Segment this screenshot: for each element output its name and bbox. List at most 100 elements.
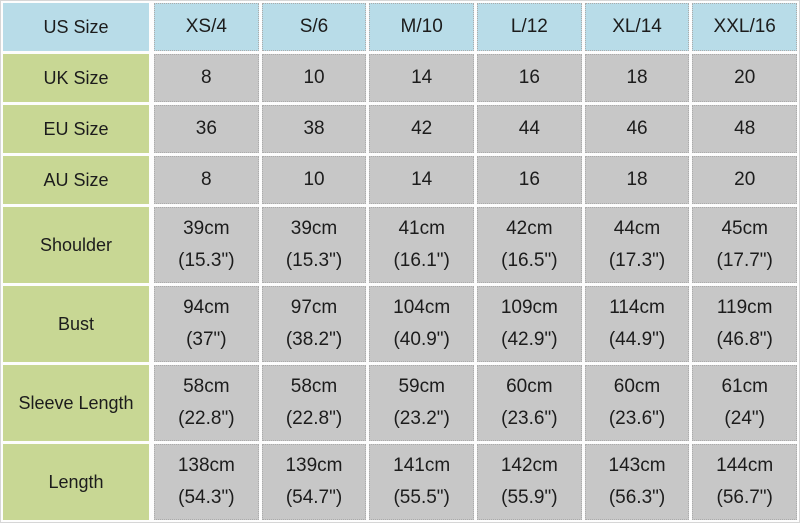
size-cell: 16 [477,54,582,102]
measurement-cell: 143cm (56.3") [584,444,690,520]
measurement-cell: 60cm (23.6") [477,365,582,441]
row-shoulder: Shoulder 39cm (15.3") 39cm (15.3") 41cm … [3,207,798,283]
measurement-cell: 42cm (16.5") [477,207,582,283]
measurement-cell: 58cm (22.8") [261,365,367,441]
measurement-cell: 119cm (46.8") [692,286,798,362]
cm-value: 97cm [290,297,338,319]
measurement-cell: 97cm (38.2") [261,286,367,362]
size-cell: 38 [261,105,367,153]
row-label-sleeve-length: Sleeve Length [3,365,149,441]
cm-value: 58cm [290,376,338,398]
inch-value: (15.3") [178,250,235,272]
size-cell: 20 [692,156,798,204]
size-cell: 48 [692,105,798,153]
row-bust: Bust 94cm (37") 97cm (38.2") 104cm (40.9… [3,286,798,362]
col-header-s-6: S/6 [261,3,367,51]
inch-value: (54.3") [178,487,235,509]
inch-value: (23.6") [501,408,558,430]
cm-value: 59cm [398,376,445,398]
inch-value: (24") [724,408,765,430]
inch-value: (37") [186,329,227,351]
row-length: Length 138cm (54.3") 139cm (54.7") 141cm… [3,444,798,520]
inch-value: (44.9") [608,329,666,351]
size-cell: 18 [584,54,690,102]
measurement-cell: 104cm (40.9") [369,286,475,362]
cm-value: 39cm [183,218,230,240]
col-header-l-12: L/12 [477,3,582,51]
cm-value: 109cm [500,297,558,319]
col-header-xs-4: XS/4 [154,3,259,51]
size-cell: 20 [692,54,798,102]
measurement-cell: 58cm (22.8") [154,365,259,441]
col-header-xxl-16: XXL/16 [692,3,798,51]
cm-value: 119cm [716,297,773,319]
col-header-xl-14: XL/14 [584,3,690,51]
measurement-cell: 139cm (54.7") [261,444,367,520]
inch-value: (56.7") [716,487,773,509]
inch-value: (38.2") [285,329,343,351]
cm-value: 143cm [608,455,666,477]
cm-value: 58cm [183,376,230,398]
header-row: US Size XS/4 S/6 M/10 L/12 XL/14 XXL/16 [3,3,798,51]
row-eu-size: EU Size 36 38 42 44 46 48 [3,105,798,153]
size-cell: 36 [154,105,259,153]
row-au-size: AU Size 8 10 14 16 18 20 [3,156,798,204]
measurement-cell: 59cm (23.2") [369,365,475,441]
cm-value: 41cm [398,218,445,240]
size-cell: 42 [369,105,475,153]
row-label-shoulder: Shoulder [3,207,149,283]
row-label-length: Length [3,444,149,520]
cm-value: 144cm [716,455,774,477]
row-label-eu-size: EU Size [3,105,149,153]
row-sleeve-length: Sleeve Length 58cm (22.8") 58cm (22.8") … [3,365,798,441]
measurement-cell: 141cm (55.5") [369,444,475,520]
measurement-cell: 39cm (15.3") [154,207,259,283]
inch-value: (15.3") [285,250,343,272]
inch-value: (56.3") [608,487,666,509]
size-cell: 10 [261,54,367,102]
cm-value: 39cm [290,218,338,240]
measurement-cell: 39cm (15.3") [261,207,367,283]
inch-value: (16.1") [393,250,450,272]
measurement-cell: 94cm (37") [154,286,259,362]
cm-value: 44cm [613,218,661,240]
inch-value: (16.5") [501,250,558,272]
inch-value: (54.7") [285,487,343,509]
size-cell: 44 [477,105,582,153]
measurement-cell: 41cm (16.1") [369,207,475,283]
header-label-us-size: US Size [3,3,149,51]
cm-value: 114cm [609,297,665,319]
row-label-bust: Bust [3,286,149,362]
cm-value: 60cm [613,376,661,398]
cm-value: 139cm [285,455,343,477]
inch-value: (40.9") [393,329,450,351]
size-cell: 8 [154,54,259,102]
col-header-m-10: M/10 [369,3,475,51]
measurement-cell: 60cm (23.6") [584,365,690,441]
inch-value: (55.9") [501,487,558,509]
cm-value: 60cm [506,376,553,398]
inch-value: (17.7") [716,250,773,272]
cm-value: 45cm [721,218,768,240]
measurement-cell: 144cm (56.7") [692,444,798,520]
cm-value: 141cm [393,455,451,477]
row-uk-size: UK Size 8 10 14 16 18 20 [3,54,798,102]
size-cell: 16 [477,156,582,204]
size-cell: 18 [584,156,690,204]
inch-value: (22.8") [178,408,235,430]
inch-value: (22.8") [285,408,343,430]
size-cell: 46 [584,105,690,153]
measurement-cell: 142cm (55.9") [477,444,582,520]
inch-value: (23.2") [393,408,450,430]
measurement-cell: 114cm (44.9") [584,286,690,362]
inch-value: (55.5") [393,487,450,509]
measurement-cell: 109cm (42.9") [477,286,582,362]
inch-value: (17.3") [608,250,666,272]
inch-value: (42.9") [501,329,558,351]
size-cell: 8 [154,156,259,204]
measurement-cell: 138cm (54.3") [154,444,259,520]
row-label-au-size: AU Size [3,156,149,204]
inch-value: (46.8") [716,329,773,351]
cm-value: 142cm [500,455,558,477]
